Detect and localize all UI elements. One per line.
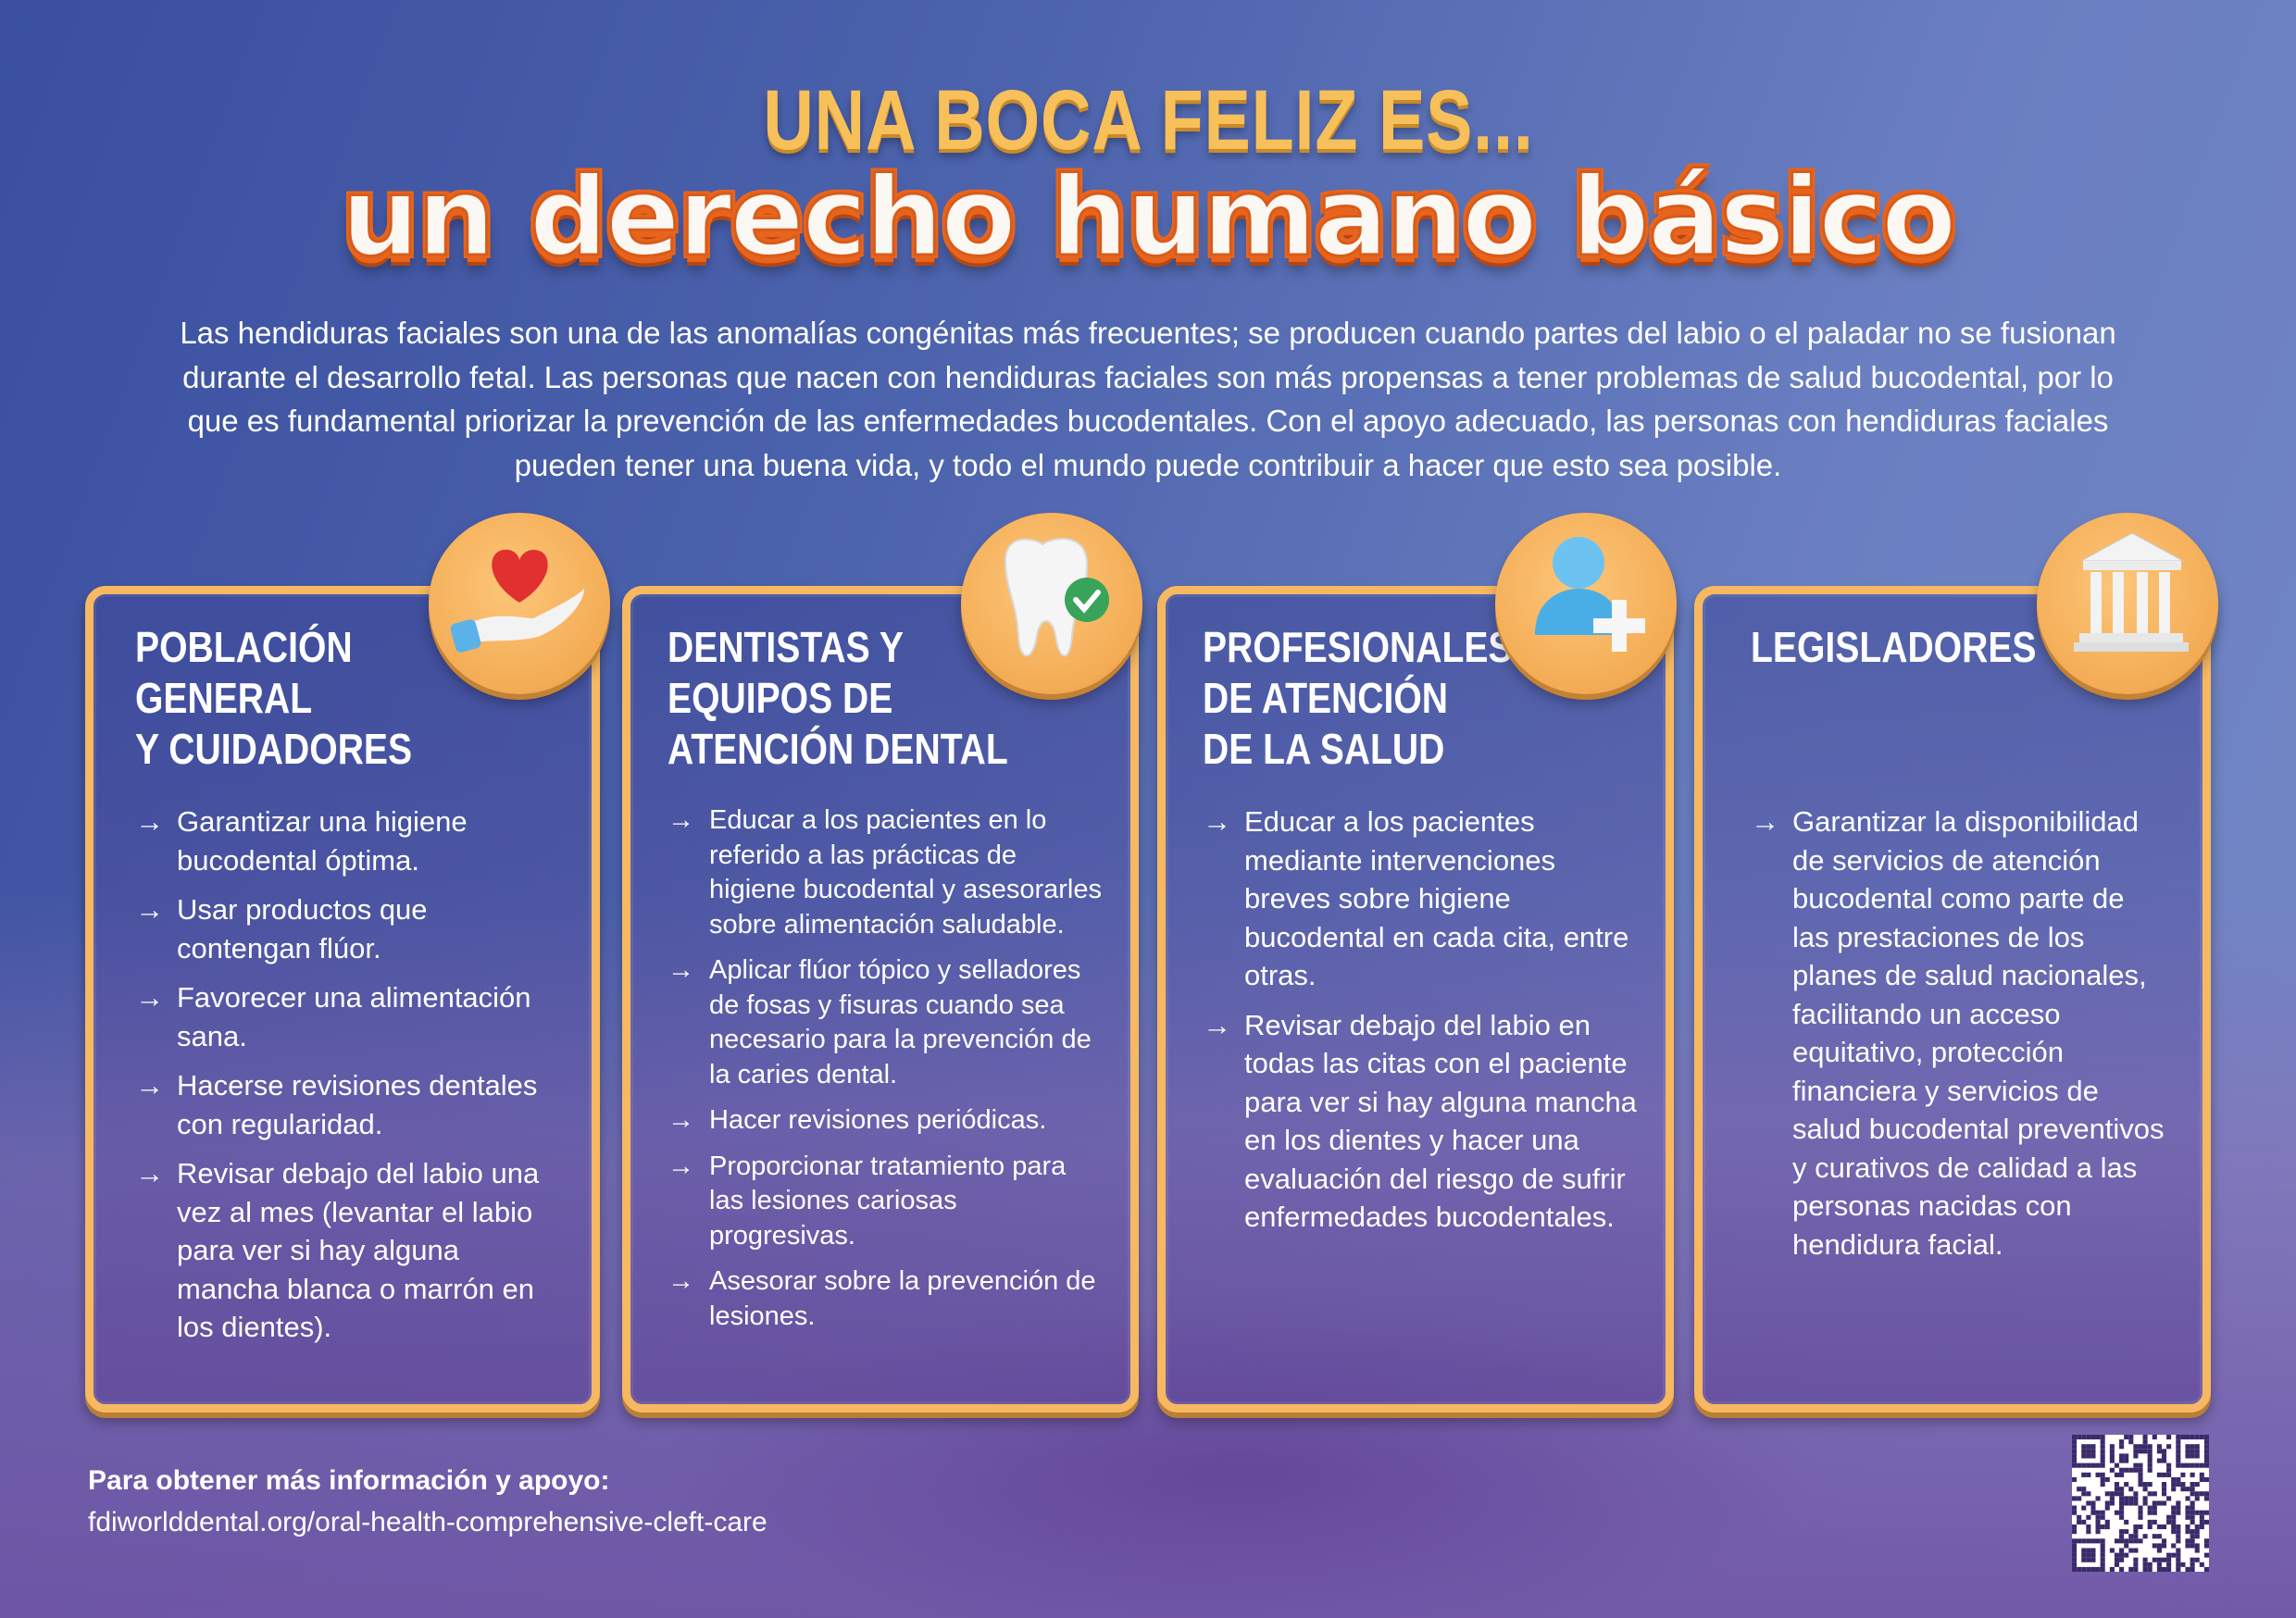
list-item-text: Asesorar sobre la prevención de lesiones… [709, 1266, 1096, 1331]
arrow-right-icon: → [1203, 805, 1231, 838]
card-heading: Profesionales de atención de la salud [1203, 622, 1567, 775]
arrow-right-icon: → [135, 981, 164, 1014]
card-dentistas: Dentistas y equipos de atención dental →… [622, 586, 1139, 1413]
list-item-text: Favorecer una alimentación sana. [177, 981, 531, 1052]
card-heading: Dentistas y equipos de atención dental [668, 622, 1068, 775]
list-item-text: Hacerse revisiones dentales con regulari… [177, 1069, 538, 1140]
arrow-right-icon: → [668, 805, 694, 835]
arrow-right-icon: → [668, 955, 694, 985]
list-item-text: Proporcionar tratamiento para las lesion… [709, 1151, 1067, 1251]
list-item: → Favorecer una alimentación sana. [135, 978, 564, 1055]
list-item: → Educar a los pacientes mediante interve… [1203, 803, 1638, 995]
qr-code[interactable] [2072, 1435, 2209, 1572]
card-list: → Educar a los pacientes en lo referido a… [668, 803, 1103, 1345]
list-item-text: Garantizar una higiene bucodental óptima… [177, 805, 468, 877]
list-item: → Hacerse revisiones dentales con regular… [135, 1066, 564, 1143]
list-item: → Usar productos que contengan flúor. [135, 890, 564, 967]
title-line-1-text: UNA BOCA FELIZ ES... [762, 73, 1534, 168]
arrow-right-icon: → [1203, 1008, 1231, 1041]
list-item: → Revisar debajo del labio en todas las c… [1203, 1006, 1638, 1237]
arrow-right-icon: → [135, 805, 164, 838]
list-item-text: Usar productos que contengan flúor. [177, 893, 428, 965]
arrow-right-icon: → [135, 1157, 164, 1189]
footer-label: Para obtener más información y apoyo: [88, 1465, 610, 1496]
card-profesionales-salud: Profesionales de atención de la salud → E… [1157, 586, 1674, 1413]
heart-in-hand-icon [429, 513, 610, 694]
arrow-right-icon: → [668, 1105, 694, 1135]
arrow-right-icon: → [135, 893, 164, 926]
card-list: → Garantizar la disponibilidad de servici… [1751, 803, 2165, 1275]
list-item: → Educar a los pacientes en lo referido a… [668, 803, 1103, 942]
list-item: → Asesorar sobre la prevención de lesione… [668, 1264, 1103, 1334]
card-list: → Garantizar una higiene bucodental óptim… [135, 803, 564, 1358]
card-heading: Legisladores [1751, 622, 2087, 673]
title-line-2: un derecho humano básico [340, 152, 1957, 282]
list-item-text: Aplicar flúor tópico y selladores de fos… [709, 955, 1092, 1089]
card-heading: Población general y cuidadores [135, 622, 461, 775]
list-item-text: Educar a los pacientes en lo referido a … [709, 805, 1102, 940]
list-item: → Aplicar flúor tópico y selladores de fo… [668, 953, 1103, 1092]
card-heading-text: Profesionales de atención de la salud [1203, 623, 1513, 773]
intro-paragraph: Las hendiduras faciales son una de las a… [180, 316, 2116, 482]
list-item-text: Educar a los pacientes mediante interven… [1244, 805, 1629, 991]
footer-link[interactable]: fdiworlddental.org/oral-health-comprehen… [88, 1507, 767, 1537]
list-item-text: Hacer revisiones periódicas. [709, 1105, 1047, 1135]
title-line-1: UNA BOCA FELIZ ES... [0, 72, 2296, 169]
arrow-right-icon: → [135, 1069, 164, 1101]
list-item-text: Garantizar la disponibilidad de servicio… [1792, 805, 2165, 1261]
card-list: → Educar a los pacientes mediante interve… [1203, 803, 1638, 1248]
card-poblacion-general: Población general y cuidadores → Garantiz… [85, 586, 600, 1413]
arrow-right-icon: → [1751, 805, 1779, 838]
list-item-text: Revisar debajo del labio una vez al mes … [177, 1157, 540, 1343]
list-item: → Proporcionar tratamiento para las lesio… [668, 1150, 1103, 1254]
card-legisladores: Legisladores → Garantizar la disponibilid… [1694, 586, 2211, 1413]
card-heading-text: Dentistas y equipos de atención dental [668, 623, 1008, 773]
list-item: → Garantizar la disponibilidad de servici… [1751, 803, 2165, 1263]
arrow-right-icon: → [668, 1151, 694, 1181]
arrow-right-icon: → [668, 1266, 694, 1296]
list-item: → Garantizar una higiene bucodental óptim… [135, 803, 564, 879]
list-item: → Revisar debajo del labio una vez al mes… [135, 1154, 564, 1347]
tooth-check-icon [961, 513, 1142, 694]
person-plus-icon [1495, 513, 1677, 694]
card-heading-text: Legisladores [1751, 623, 2037, 671]
government-building-icon [2037, 513, 2218, 694]
list-item-text: Revisar debajo del labio en todas las ci… [1244, 1008, 1637, 1234]
list-item: → Hacer revisiones periódicas. [668, 1103, 1103, 1139]
card-heading-text: Población general y cuidadores [135, 623, 413, 773]
